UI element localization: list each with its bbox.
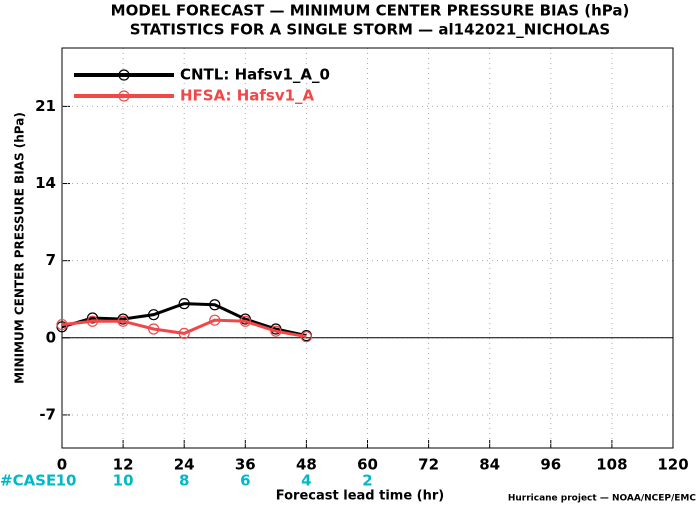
data-point (270, 325, 282, 337)
case-count: 4 (301, 472, 311, 490)
plot-frame (61, 47, 674, 449)
x-tick-label: 36 (235, 456, 256, 474)
data-point (148, 323, 160, 335)
data-point (117, 315, 129, 327)
case-label: #CASE (0, 472, 56, 490)
x-tick-label: 0 (57, 456, 67, 474)
legend-label: HFSA: Hafsv1_A (180, 87, 315, 105)
chart-title: MODEL FORECAST — MINIMUM CENTER PRESSURE… (111, 2, 630, 20)
data-point (86, 312, 99, 324)
x-tick-label: 84 (479, 456, 500, 474)
y-tick-label: -7 (39, 405, 56, 423)
x-tick-label: 120 (657, 456, 688, 474)
legend-marker (118, 69, 130, 81)
case-count: 10 (56, 472, 77, 490)
x-tick-label: 108 (596, 456, 627, 474)
x-tick-label: 96 (540, 456, 561, 474)
series-line (61, 318, 307, 339)
data-point (239, 315, 251, 327)
case-count: 8 (179, 472, 189, 490)
x-axis-label: Forecast lead time (hr) (276, 489, 444, 504)
series-line (61, 302, 307, 338)
x-tick-label: 48 (296, 456, 317, 474)
data-point (300, 331, 312, 343)
y-axis-label: MINIMUM CENTER PRESSURE BIAS (hPa) (13, 112, 27, 384)
y-tick-label: 21 (35, 97, 56, 115)
chart-subtitle: STATISTICS FOR A SINGLE STORM — al142021… (130, 21, 610, 39)
legend-marker (118, 90, 130, 102)
y-tick-label: 7 (46, 251, 56, 269)
credit: Hurricane project — NOAA/NCEP/EMC (508, 494, 697, 504)
y-tick-label: 0 (46, 328, 56, 346)
x-tick-label: 24 (174, 456, 195, 474)
data-point (209, 299, 221, 311)
data-point (148, 309, 160, 321)
data-point (86, 315, 99, 327)
data-point (56, 318, 68, 331)
x-tick-label: 12 (113, 456, 134, 474)
legend-label: CNTL: Hafsv1_A_0 (180, 66, 330, 84)
x-tick-label: 60 (357, 456, 378, 474)
y-tick-label: 14 (35, 174, 56, 192)
case-count: 2 (362, 472, 372, 490)
x-tick-label: 72 (418, 456, 439, 474)
data-point (178, 327, 190, 339)
data-point (178, 298, 190, 310)
data-point (209, 314, 221, 326)
case-count: 10 (113, 472, 134, 490)
case-count: 6 (240, 472, 250, 490)
